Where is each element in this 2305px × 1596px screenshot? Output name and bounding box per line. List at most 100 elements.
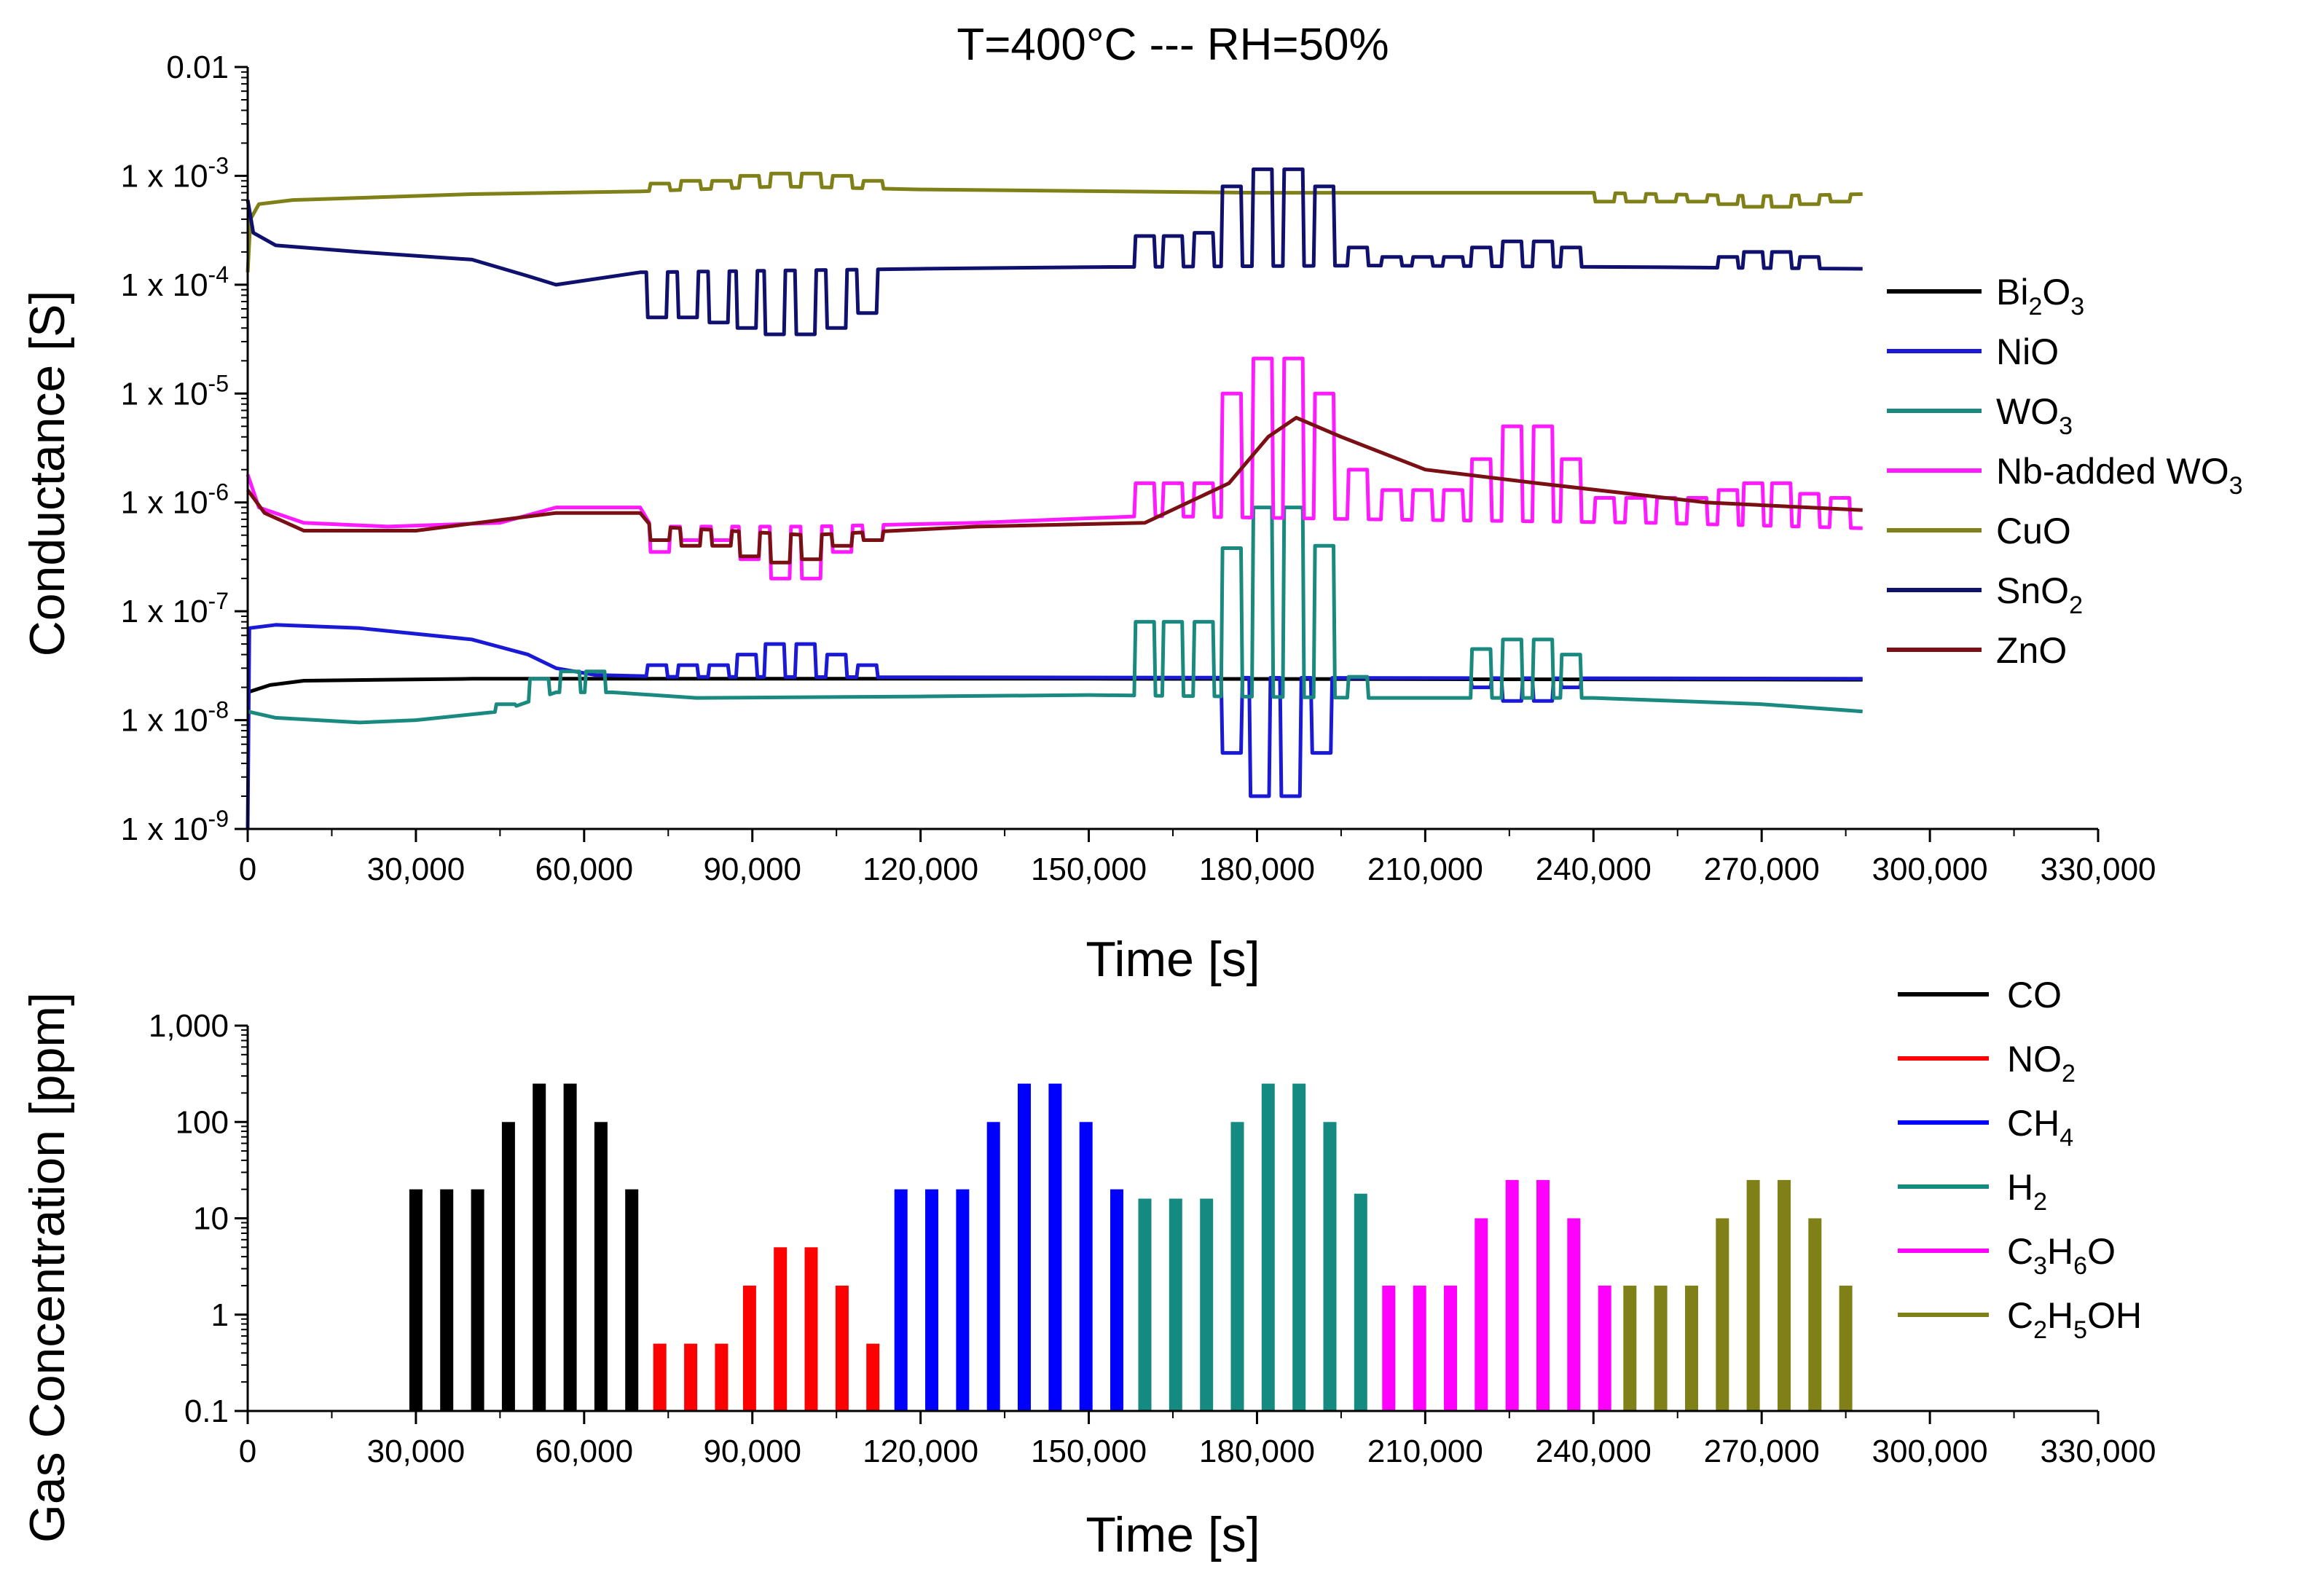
bar — [1048, 1083, 1062, 1411]
bar — [563, 1083, 577, 1411]
bar — [471, 1189, 484, 1411]
bars — [409, 1083, 1853, 1412]
axes: 0 30,000 60,000 90,000 120,000 150,000 180,000… — [121, 50, 2156, 887]
bar — [1138, 1198, 1152, 1411]
y-tick-label: 1 x 10-5 — [121, 370, 229, 412]
bar — [625, 1189, 639, 1411]
axes: 0 30,000 60,000 90,000 120,000 150,000 180,000… — [149, 1008, 2156, 1469]
x-tick-label: 150,000 — [1031, 852, 1147, 887]
bar — [1382, 1285, 1396, 1411]
x-axis-title-bottom: Time [s] — [1085, 1507, 1260, 1562]
legend-label: NiO — [1996, 331, 2059, 372]
y-tick-label: 1 x 10-7 — [121, 588, 229, 629]
legend-label: WO3 — [1996, 391, 2073, 440]
series-line — [246, 171, 1863, 272]
legend-label: CO — [2007, 975, 2062, 1015]
y-tick-label: 100 — [176, 1104, 229, 1140]
x-tick-label: 120,000 — [863, 852, 978, 887]
legend-label: ZnO — [1996, 630, 2067, 671]
bar — [925, 1189, 938, 1411]
series-lines — [246, 167, 1863, 830]
y-tick-label: 10 — [193, 1201, 229, 1237]
x-tick-label: 0 — [239, 852, 256, 887]
legend-label: Bi2O3 — [1996, 272, 2084, 321]
bar — [866, 1343, 880, 1411]
x-tick-label: 300,000 — [1872, 852, 1988, 887]
x-tick-label: 330,000 — [2040, 852, 2156, 887]
x-tick-label: 150,000 — [1031, 1434, 1147, 1469]
legend-label: CuO — [1996, 511, 2071, 551]
bar — [653, 1343, 667, 1411]
bar — [1444, 1285, 1457, 1411]
legend: Bi2O3 NiO WO3 Nb-added WO3 CuO SnO2 ZnO — [1887, 272, 2243, 671]
x-tick-label: 240,000 — [1536, 852, 1652, 887]
x-tick-label: 270,000 — [1704, 1434, 1820, 1469]
series-line — [246, 167, 1863, 337]
x-tick-label: 30,000 — [367, 852, 466, 887]
x-tick-label: 90,000 — [703, 852, 801, 887]
bar — [1536, 1179, 1550, 1411]
bar — [1778, 1179, 1791, 1411]
x-tick-label: 270,000 — [1704, 852, 1820, 887]
bar — [804, 1247, 818, 1411]
bar — [1413, 1285, 1426, 1411]
bar — [774, 1247, 788, 1411]
y-tick-label: 1,000 — [149, 1008, 229, 1044]
x-axis-title: Time [s] — [1085, 932, 1260, 987]
bar — [1018, 1083, 1031, 1411]
legend-label: NO2 — [2007, 1039, 2076, 1088]
conductance-chart: 0 30,000 60,000 90,000 120,000 150,000 180,000… — [121, 50, 2243, 887]
y-tick-label: 1 x 10-8 — [121, 697, 229, 739]
legend-label: CH4 — [2007, 1103, 2073, 1152]
bar — [1808, 1218, 1822, 1411]
x-tick-label: 180,000 — [1199, 1434, 1315, 1469]
series-line — [246, 356, 1863, 581]
bar — [1623, 1285, 1637, 1411]
bar — [1261, 1083, 1275, 1411]
y-tick-label: 1 x 10-4 — [121, 262, 229, 303]
x-tick-label: 210,000 — [1367, 1434, 1483, 1469]
bar — [1169, 1198, 1182, 1411]
bar — [1685, 1285, 1698, 1411]
x-tick-label: 90,000 — [703, 1434, 801, 1469]
x-tick-label: 330,000 — [2040, 1434, 2156, 1469]
legend-label: H2 — [2007, 1167, 2047, 1216]
y-tick-label: 0.01 — [166, 50, 229, 85]
series-line — [246, 623, 1863, 830]
y-axis-title: Conductance [S] — [20, 291, 75, 657]
bar — [533, 1083, 546, 1411]
y-tick-label: 1 x 10-9 — [121, 806, 229, 847]
series-line — [246, 415, 1863, 565]
bar — [986, 1122, 1000, 1412]
bar — [1200, 1198, 1214, 1411]
legend: CO NO2 CH4 H2 C3H6O C2H5OH — [1898, 975, 2142, 1344]
bar — [956, 1189, 970, 1411]
x-tick-label: 120,000 — [863, 1434, 978, 1469]
bar — [1567, 1218, 1581, 1411]
bar — [742, 1285, 756, 1411]
gas-concentration-chart: 0 30,000 60,000 90,000 120,000 150,000 180,000… — [149, 975, 2156, 1469]
bar — [835, 1285, 849, 1411]
x-tick-label: 240,000 — [1536, 1434, 1652, 1469]
x-tick-label: 180,000 — [1199, 852, 1315, 887]
bar — [1230, 1122, 1244, 1412]
bar — [594, 1122, 608, 1412]
bar — [1654, 1285, 1668, 1411]
bar — [501, 1122, 515, 1412]
bar — [1354, 1193, 1367, 1411]
bar — [1598, 1285, 1611, 1411]
bar — [1505, 1179, 1519, 1411]
y-axis-title-bottom: Gas Concentration [ppm] — [20, 992, 75, 1543]
legend-label: Nb-added WO3 — [1996, 451, 2243, 500]
bar — [1323, 1122, 1337, 1412]
bar — [894, 1189, 908, 1411]
x-tick-label: 30,000 — [367, 1434, 466, 1469]
x-tick-label: 210,000 — [1367, 852, 1483, 887]
chart-title: T=400°C --- RH=50% — [957, 20, 1389, 70]
x-tick-label: 60,000 — [535, 1434, 634, 1469]
x-tick-label: 60,000 — [535, 852, 634, 887]
bar — [1079, 1122, 1093, 1412]
bar — [440, 1189, 454, 1411]
legend-label: C3H6O — [2007, 1231, 2116, 1280]
